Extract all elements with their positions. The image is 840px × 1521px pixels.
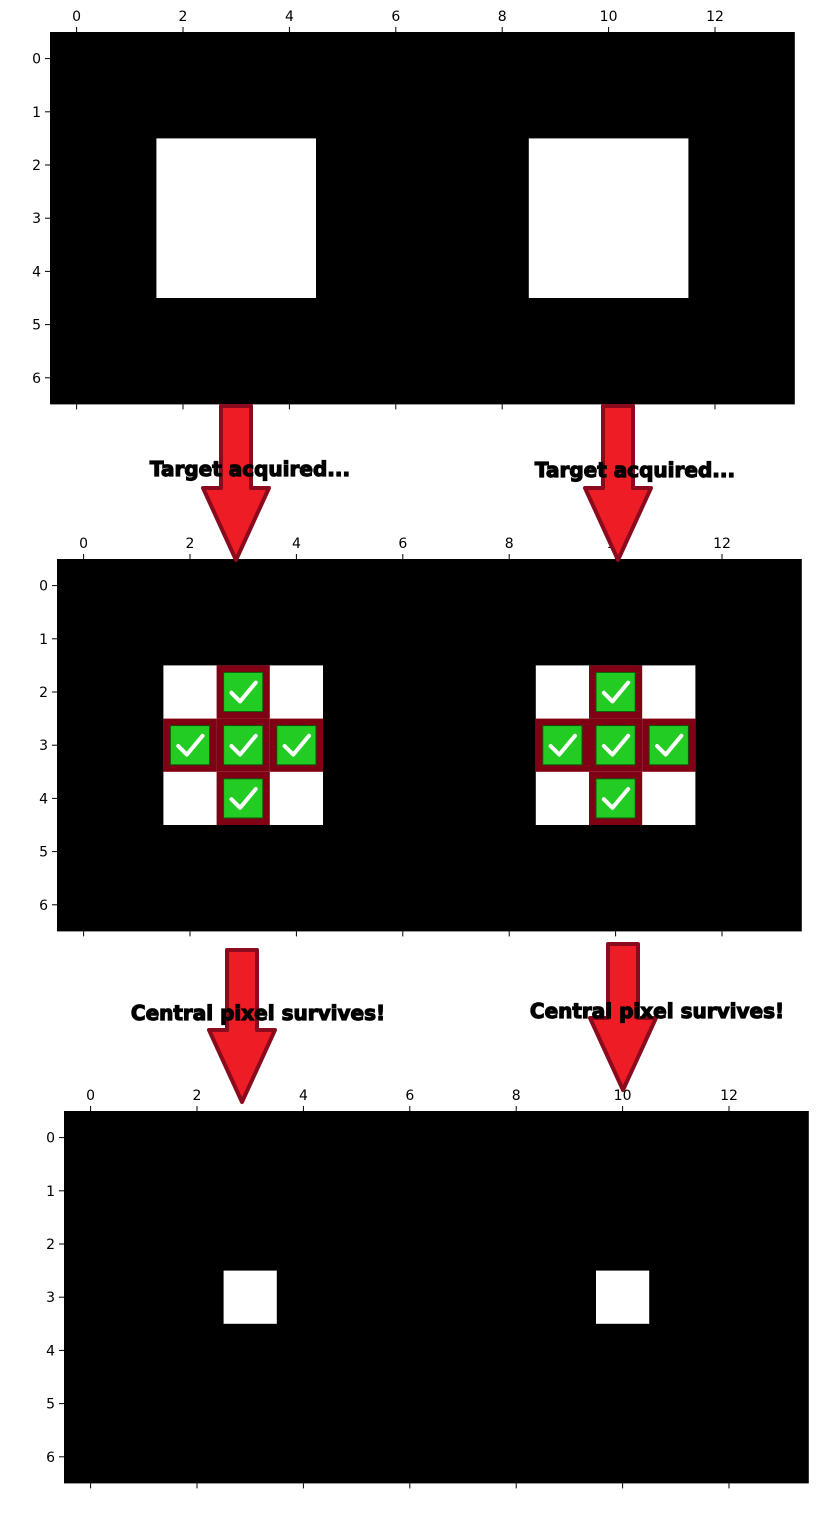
- x-tick-label: 12: [713, 536, 731, 552]
- check-mark-icon: [595, 778, 636, 819]
- y-tick-label: 6: [46, 1450, 55, 1466]
- check-mark-icon: [223, 671, 264, 713]
- y-tick-label: 3: [32, 211, 41, 227]
- x-tick-label: 0: [86, 1088, 95, 1104]
- x-tick-label: 12: [720, 1088, 738, 1104]
- caption-survive-left: Central pixel survives!: [131, 1001, 385, 1025]
- x-tick-label: 12: [706, 9, 724, 25]
- y-tick-label: 0: [32, 52, 41, 68]
- check-mark-icon: [276, 725, 317, 766]
- y-tick-label: 3: [46, 1290, 55, 1306]
- y-tick-label: 0: [39, 579, 48, 595]
- y-tick-label: 5: [32, 318, 41, 334]
- x-tick-label: 6: [398, 536, 407, 552]
- y-tick-label: 6: [32, 371, 41, 387]
- structuring-element-cross: [163, 665, 323, 825]
- x-tick-label: 6: [391, 9, 400, 25]
- y-tick-label: 1: [32, 105, 41, 121]
- y-tick-label: 0: [46, 1131, 55, 1147]
- white-pixel-block: [223, 1270, 277, 1324]
- x-tick-label: 8: [498, 9, 507, 25]
- y-tick-label: 1: [39, 632, 48, 648]
- down-arrow-icon: [588, 942, 658, 1092]
- down-arrow-icon: [583, 404, 653, 562]
- y-tick-label: 3: [39, 738, 48, 754]
- check-mark-icon: [223, 778, 264, 819]
- y-tick-label: 6: [39, 898, 48, 914]
- y-tick-label: 2: [32, 158, 41, 174]
- arrows-layer: [201, 404, 658, 1104]
- structuring-element-cross: [535, 665, 696, 825]
- x-tick-label: 4: [285, 9, 294, 25]
- check-mark-icon: [169, 725, 211, 766]
- check-mark-icon: [595, 725, 636, 766]
- y-tick-label: 1: [46, 1184, 55, 1200]
- down-arrow-icon: [207, 948, 277, 1104]
- check-mark-icon: [648, 725, 689, 766]
- x-tick-label: 0: [72, 9, 81, 25]
- panel-background: [64, 1111, 809, 1484]
- x-tick-label: 4: [292, 536, 301, 552]
- caption-survive-right: Central pixel survives!: [530, 999, 784, 1023]
- white-pixel-block: [156, 138, 316, 298]
- down-arrow-icon: [201, 404, 271, 562]
- y-tick-label: 4: [46, 1343, 55, 1359]
- x-tick-label: 4: [299, 1088, 308, 1104]
- x-tick-label: 0: [79, 536, 88, 552]
- white-pixel-block: [528, 138, 689, 298]
- x-tick-label: 10: [600, 9, 618, 25]
- x-tick-label: 2: [179, 9, 188, 25]
- y-tick-label: 4: [32, 264, 41, 280]
- y-tick-label: 2: [46, 1237, 55, 1253]
- x-tick-label: 2: [193, 1088, 202, 1104]
- y-tick-label: 2: [39, 685, 48, 701]
- x-tick-label: 6: [405, 1088, 414, 1104]
- y-tick-label: 5: [46, 1397, 55, 1413]
- check-mark-icon: [542, 725, 583, 766]
- captions-layer: Target acquired... Target acquired... Ce…: [130, 456, 784, 1025]
- check-mark-icon: [595, 671, 636, 713]
- caption-target-right: Target acquired...: [535, 458, 735, 482]
- x-tick-label: 10: [614, 1088, 632, 1104]
- x-tick-label: 8: [505, 536, 514, 552]
- y-tick-label: 5: [39, 845, 48, 861]
- caption-target-left: Target acquired...: [150, 457, 350, 481]
- white-pixel-block: [596, 1270, 650, 1324]
- x-tick-label: 2: [186, 536, 195, 552]
- check-mark-icon: [223, 725, 264, 766]
- panels-layer: 0246810120123456024681012012345602468101…: [32, 9, 809, 1489]
- y-tick-label: 4: [39, 791, 48, 807]
- x-tick-label: 8: [512, 1088, 521, 1104]
